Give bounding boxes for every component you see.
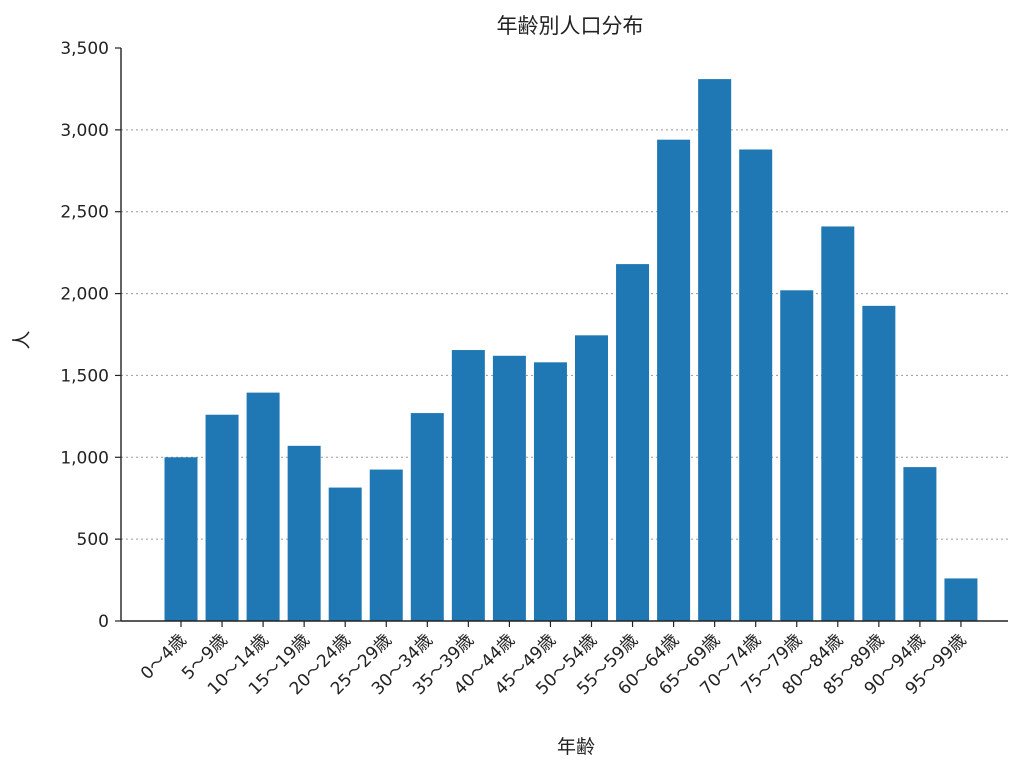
- bar: [164, 457, 198, 621]
- y-tick-label: 0: [98, 612, 109, 632]
- bar: [944, 578, 978, 621]
- bar: [246, 392, 280, 621]
- bar: [533, 362, 567, 621]
- bar: [410, 413, 444, 621]
- bars: [164, 79, 978, 621]
- bar: [205, 414, 239, 621]
- y-tick-label: 2,000: [60, 285, 109, 305]
- bar: [287, 445, 321, 621]
- y-tick-label: 2,500: [60, 203, 109, 223]
- bar: [492, 355, 526, 621]
- bar: [780, 290, 814, 621]
- x-tick-label: 0～4歳: [137, 630, 190, 683]
- chart-title: 年齢別人口分布: [497, 14, 644, 38]
- y-tick-label: 500: [77, 530, 109, 550]
- bar: [698, 79, 732, 621]
- y-tick-label: 1,500: [60, 366, 109, 386]
- bar: [616, 264, 650, 621]
- bar: [328, 487, 362, 621]
- y-tick-label: 1,000: [60, 448, 109, 468]
- x-axis-ticks: 0～4歳5～9歳10～14歳15～19歳20～24歳25～29歳30～34歳35…: [137, 621, 970, 699]
- bar: [575, 335, 608, 621]
- bar: [369, 469, 403, 621]
- bar: [821, 226, 855, 621]
- bar: [903, 467, 937, 621]
- y-tick-label: 3,500: [60, 39, 109, 59]
- bar: [451, 350, 485, 621]
- y-axis-ticks: 0 500 1,000 1,500 2,000 2,500 3,000 3,500: [60, 39, 121, 632]
- y-tick-label: 3,000: [60, 121, 109, 141]
- axes: [120, 48, 1008, 622]
- bar: [862, 305, 896, 621]
- y-axis-label: 人: [11, 330, 33, 349]
- bar: [739, 149, 773, 621]
- x-axis-label: 年齢: [557, 736, 595, 758]
- bar: [657, 139, 691, 621]
